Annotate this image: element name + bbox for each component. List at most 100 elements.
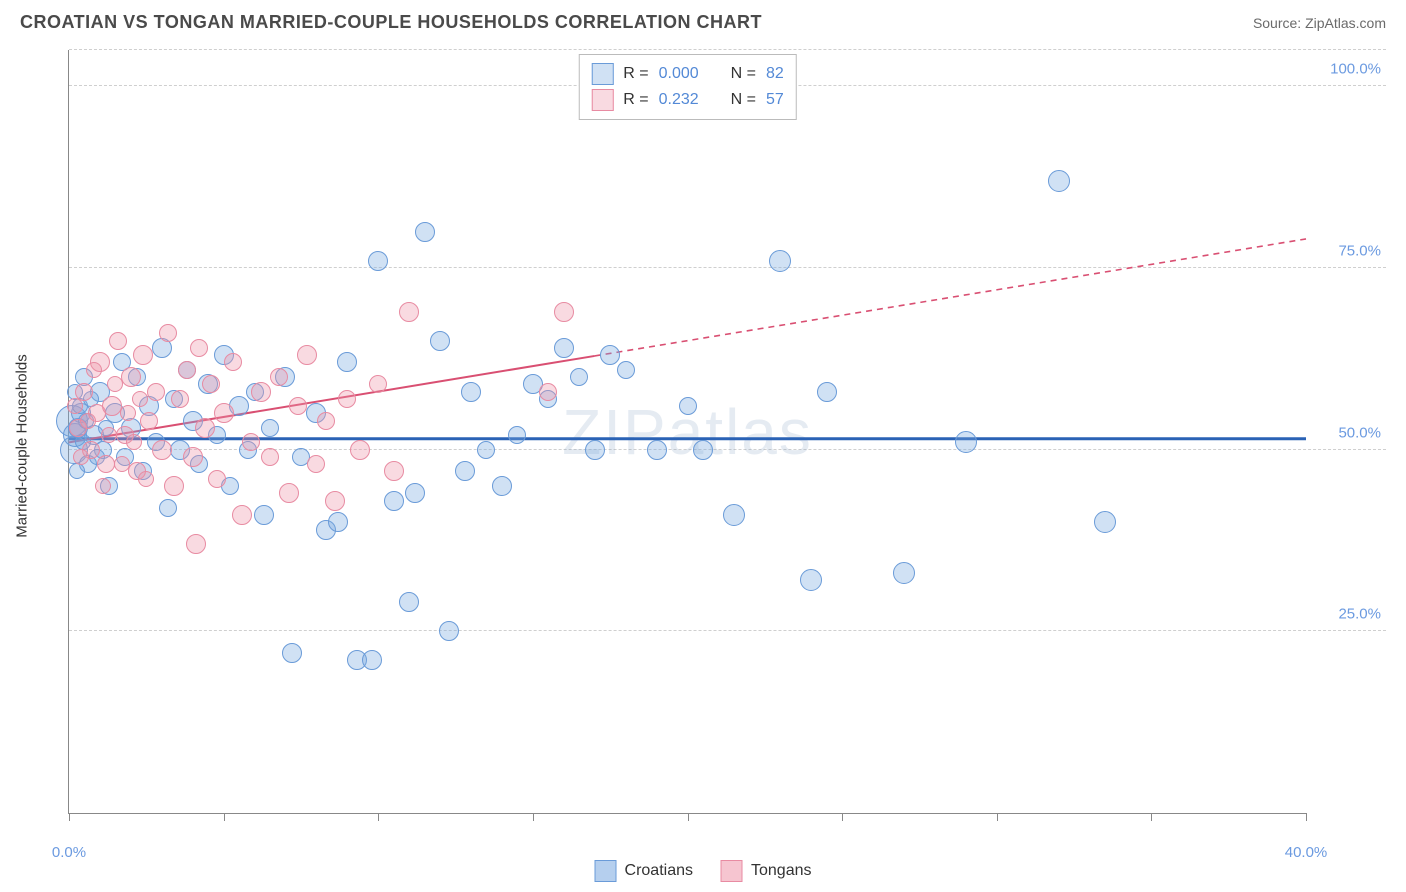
data-point	[171, 390, 189, 408]
data-point	[477, 441, 495, 459]
data-point	[384, 491, 404, 511]
data-point	[132, 391, 148, 407]
data-point	[328, 512, 348, 532]
legend-series-item: Tongans	[721, 860, 812, 882]
legend-n-label: N =	[731, 65, 756, 83]
x-tick	[1306, 813, 1307, 821]
trend-lines	[69, 50, 1306, 813]
y-axis-label: Married-couple Households	[14, 354, 31, 537]
data-point	[539, 383, 557, 401]
data-point	[647, 440, 667, 460]
data-point	[570, 368, 588, 386]
data-point	[317, 412, 335, 430]
legend-stats-row: R =0.232N =57	[591, 87, 783, 113]
data-point	[817, 382, 837, 402]
data-point	[600, 345, 620, 365]
x-tick	[533, 813, 534, 821]
data-point	[152, 440, 172, 460]
data-point	[279, 483, 299, 503]
x-tick	[224, 813, 225, 821]
data-point	[369, 375, 387, 393]
data-point	[121, 367, 141, 387]
chart-title: CROATIAN VS TONGAN MARRIED-COUPLE HOUSEH…	[20, 12, 762, 33]
data-point	[261, 419, 279, 437]
legend-series-label: Croatians	[625, 862, 693, 880]
data-point	[455, 461, 475, 481]
legend-series: Croatians Tongans	[595, 860, 812, 882]
data-point	[337, 352, 357, 372]
data-point	[69, 463, 85, 479]
data-point	[126, 434, 142, 450]
y-tick-label: 75.0%	[1338, 243, 1381, 260]
data-point	[617, 361, 635, 379]
data-point	[384, 461, 404, 481]
data-point	[769, 250, 791, 272]
data-point	[893, 562, 915, 584]
data-point	[554, 338, 574, 358]
data-point	[723, 504, 745, 526]
data-point	[202, 375, 220, 393]
data-point	[138, 471, 154, 487]
legend-stats: R = 0.000 N = 82 R =0.232N =57	[578, 54, 796, 120]
data-point	[439, 621, 459, 641]
data-point	[133, 345, 153, 365]
data-point	[338, 390, 356, 408]
data-point	[242, 433, 260, 451]
y-tick-label: 100.0%	[1330, 61, 1381, 78]
x-tick	[997, 813, 998, 821]
data-point	[415, 222, 435, 242]
legend-swatch	[591, 89, 613, 111]
x-tick-label: 0.0%	[52, 844, 86, 861]
legend-swatch	[591, 63, 613, 85]
data-point	[195, 418, 215, 438]
legend-r-value: 0.000	[659, 65, 711, 83]
data-point	[297, 345, 317, 365]
data-point	[120, 405, 136, 421]
data-point	[368, 251, 388, 271]
x-tick-label: 40.0%	[1285, 844, 1328, 861]
legend-series-label: Tongans	[751, 862, 812, 880]
data-point	[183, 447, 203, 467]
legend-n-label: N =	[731, 91, 756, 109]
data-point	[405, 483, 425, 503]
data-point	[140, 412, 158, 430]
x-tick	[1151, 813, 1152, 821]
data-point	[399, 592, 419, 612]
data-point	[350, 440, 370, 460]
legend-swatch	[595, 860, 617, 882]
data-point	[159, 324, 177, 342]
data-point	[114, 456, 130, 472]
chart-container: Married-couple Households ZIPatlas R =0.…	[40, 50, 1386, 842]
data-point	[693, 440, 713, 460]
x-tick	[842, 813, 843, 821]
data-point	[190, 339, 208, 357]
data-point	[80, 413, 96, 429]
data-point	[461, 382, 481, 402]
data-point	[97, 455, 115, 473]
x-tick	[688, 813, 689, 821]
data-point	[107, 376, 123, 392]
data-point	[251, 382, 271, 402]
data-point	[101, 427, 117, 443]
legend-series-item: Croatians	[595, 860, 693, 882]
data-point	[232, 505, 252, 525]
legend-n-value: 82	[766, 65, 784, 83]
data-point	[554, 302, 574, 322]
data-point	[307, 455, 325, 473]
legend-r-label: R =	[623, 65, 648, 83]
data-point	[399, 302, 419, 322]
data-point	[178, 361, 196, 379]
data-point	[254, 505, 274, 525]
data-point	[73, 449, 89, 465]
data-point	[508, 426, 526, 444]
data-point	[214, 403, 234, 423]
data-point	[430, 331, 450, 351]
data-point	[325, 491, 345, 511]
data-point	[679, 397, 697, 415]
data-point	[159, 499, 177, 517]
data-point	[224, 353, 242, 371]
y-tick-label: 25.0%	[1338, 606, 1381, 623]
chart-header: CROATIAN VS TONGAN MARRIED-COUPLE HOUSEH…	[0, 0, 1406, 41]
y-tick-label: 50.0%	[1338, 424, 1381, 441]
data-point	[95, 478, 111, 494]
